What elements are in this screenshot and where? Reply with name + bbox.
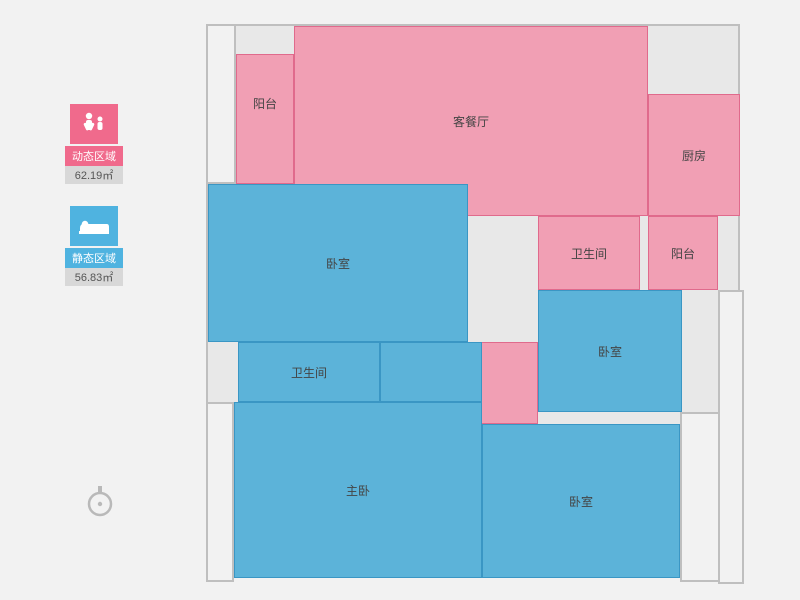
- room-bedroom3: 卧室: [482, 424, 680, 578]
- room-bath1: 卫生间: [538, 216, 640, 290]
- legend-static: 静态区域 56.83㎡: [64, 206, 124, 286]
- legend-dynamic: 动态区域 62.19㎡: [64, 104, 124, 184]
- people-icon: [70, 104, 118, 144]
- room-label-bath1: 卫生间: [571, 245, 607, 262]
- plan-notch-0: [206, 24, 236, 184]
- room-label-living: 客餐厅: [453, 113, 489, 130]
- room-label-balcony2: 阳台: [671, 245, 695, 262]
- room-bedroom1: 卧室: [208, 184, 468, 342]
- legend-static-value: 56.83㎡: [65, 268, 123, 286]
- room-balcony2: 阳台: [648, 216, 718, 290]
- room-label-bedroom1: 卧室: [326, 255, 350, 272]
- legend-static-label: 静态区域: [65, 248, 123, 268]
- room-kitchen: 厨房: [648, 94, 740, 216]
- room-label-bedroom2: 卧室: [598, 343, 622, 360]
- room-label-kitchen: 厨房: [682, 147, 706, 164]
- compass-icon: [86, 486, 114, 514]
- room-label-bedroom3: 卧室: [569, 493, 593, 510]
- room-label-bath2: 卫生间: [291, 364, 327, 381]
- room-label-balcony1: 阳台: [253, 95, 277, 112]
- room-master: 主卧: [234, 402, 482, 578]
- room-bedroom2: 卧室: [538, 290, 682, 412]
- room-balcony1: 阳台: [236, 54, 294, 184]
- legend: 动态区域 62.19㎡ 静态区域 56.83㎡: [64, 104, 124, 308]
- legend-dynamic-value: 62.19㎡: [65, 166, 123, 184]
- room-label-master: 主卧: [346, 482, 370, 499]
- legend-dynamic-label: 动态区域: [65, 146, 123, 166]
- plan-notch-3: [718, 290, 744, 584]
- room-hall: [380, 342, 482, 402]
- plan-notch-1: [206, 402, 234, 582]
- floorplan: 客餐厅阳台厨房卫生间阳台卧室卫生间卧室主卧卧室: [206, 24, 740, 578]
- room-bath2: 卫生间: [238, 342, 380, 402]
- bed-icon: [70, 206, 118, 246]
